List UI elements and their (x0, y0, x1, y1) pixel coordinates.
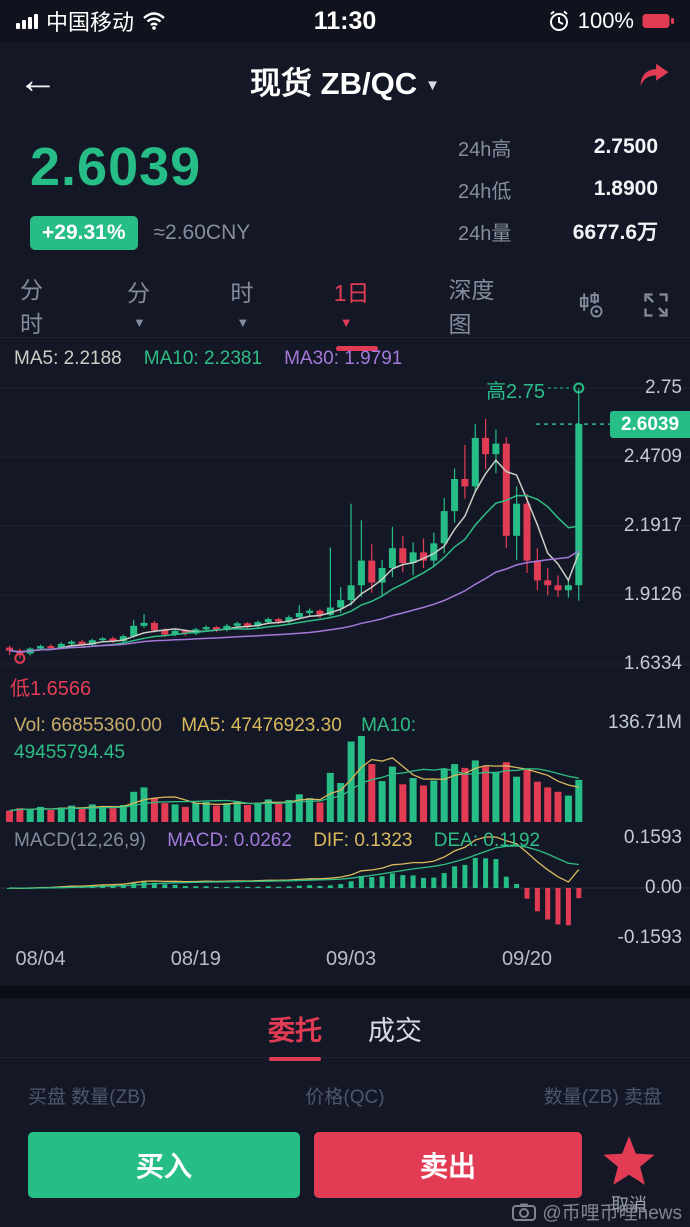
macd-chart[interactable] (0, 830, 690, 945)
tab-open-orders[interactable]: 委托 (268, 1009, 322, 1061)
y-axis-label: 2.1917 (623, 515, 682, 536)
active-tab-underline (269, 1057, 321, 1061)
change-badge: +29.31% (30, 216, 138, 250)
low-annotation: 低1.6566 (10, 678, 92, 700)
status-right: 100% (548, 8, 674, 34)
last-price: 2.6039 (30, 137, 202, 197)
volume-axis-max: 136.71M (608, 712, 682, 733)
watermark: @币哩币哩news (512, 1198, 682, 1225)
alarm-icon (549, 10, 568, 31)
stat-high: 24h高 2.7500 (458, 132, 658, 162)
chevron-down-icon: ▼ (339, 315, 353, 331)
main-candle-chart[interactable] (0, 378, 690, 704)
stat-label: 24h量 (458, 222, 512, 245)
y-axis-label: 1.9126 (623, 584, 682, 605)
vol-label: Vol: 66855360.00 (14, 715, 162, 736)
chevron-down-icon: ▼ (236, 315, 250, 331)
star-icon (603, 1136, 655, 1185)
indicator-settings-icon[interactable] (576, 291, 604, 319)
share-icon (640, 63, 669, 87)
macd-axis-label: -0.1593 (617, 927, 682, 948)
ma10-label: MA10: 2.2381 (143, 348, 263, 369)
symbol-selector[interactable]: 现货 ZB/QC ▼ (0, 58, 690, 103)
y-axis-label: 1.6334 (623, 653, 682, 674)
orderbook-header: 买盘 数量(ZB) 价格(QC) 数量(ZB) 卖盘 (0, 1082, 690, 1112)
ma-legend: MA5: 2.2188 MA10: 2.2381 MA30: 1.9791 (14, 348, 402, 370)
ma30-label: MA30: 1.9791 (284, 348, 403, 369)
col-ask-amount: 数量(ZB) 卖盘 (543, 1087, 662, 1108)
stat-value: 1.8900 (593, 177, 658, 200)
macd-title: MACD(12,26,9) (14, 830, 146, 851)
header: ← 现货 ZB/QC ▼ (0, 42, 690, 118)
status-bar: 中国移动 11:30 100% (0, 0, 690, 42)
stat-value: 2.7500 (593, 135, 658, 158)
back-button[interactable]: ← (18, 58, 58, 102)
fiat-approx: ≈2.60CNY (153, 221, 251, 244)
tab-hour[interactable]: 时▼ (230, 280, 254, 331)
page-title: 现货 ZB/QC (250, 65, 418, 101)
daily-stats: 24h高 2.7500 24h低 1.8900 24h量 6677.6万 (458, 132, 658, 258)
macd-value: MACD: 0.0262 (167, 830, 292, 851)
sell-button[interactable]: 卖出 (314, 1132, 582, 1198)
dif-value: DIF: 0.1323 (313, 830, 413, 851)
vol-ma10-label: MA10: (361, 715, 416, 736)
battery-percent: 100% (577, 8, 634, 33)
chevron-down-icon: ▼ (425, 76, 440, 94)
vol-ma5-label: MA5: 47476923.30 (181, 715, 342, 736)
dea-value: DEA: 0.1192 (433, 830, 541, 851)
volume-legend: Vol: 66855360.00 MA5: 47476923.30 MA10: … (14, 712, 534, 766)
tab-minute[interactable]: 分▼ (127, 280, 151, 331)
status-left: 中国移动 (16, 5, 166, 37)
fullscreen-icon[interactable] (642, 291, 670, 319)
clock-time: 11:30 (313, 6, 377, 35)
tab-trade-history[interactable]: 成交 (368, 1016, 422, 1046)
watermark-text: @币哩币哩news (542, 1203, 682, 1224)
ma5-label: MA5: 2.2188 (14, 348, 122, 369)
chevron-down-icon: ▼ (133, 315, 146, 331)
tab-1day[interactable]: 1日▼ (334, 274, 383, 351)
col-bid-amount: 买盘 数量(ZB) (28, 1087, 147, 1108)
stat-label: 24h低 (458, 180, 512, 203)
y-axis-label: 2.4709 (623, 446, 682, 467)
active-tab-underline (335, 346, 378, 351)
stat-label: 24h高 (458, 138, 512, 161)
carrier-label: 中国移动 (46, 10, 135, 35)
macd-axis-label: 0.00 (645, 877, 682, 898)
last-price-tag: 2.6039 (610, 411, 690, 438)
macd-legend: MACD(12,26,9) MACD: 0.0262 DIF: 0.1323 D… (14, 830, 556, 852)
stat-volume: 24h量 6677.6万 (458, 216, 658, 246)
high-annotation: 高2.75 (486, 381, 545, 403)
x-axis-label: 09/03 (326, 948, 377, 970)
cancel-button[interactable]: 取消 (611, 1195, 647, 1215)
favorite-widget[interactable]: 取消 (598, 1134, 660, 1217)
y-axis-label: 2.75 (645, 377, 682, 398)
macd-axis-label: 0.1593 (623, 827, 682, 848)
ticker-summary: 2.6039 +29.31% ≈2.60CNY 24h高 2.7500 24h低… (0, 118, 690, 270)
col-price: 价格(QC) (305, 1087, 385, 1108)
x-axis-label: 08/04 (15, 948, 66, 970)
battery-icon (642, 14, 674, 28)
tab-timeline[interactable]: 分时 (20, 276, 43, 337)
stat-value: 6677.6万 (572, 221, 658, 244)
interval-tab-bar: 分时 分▼ 时▼ 1日▼ 深度图 (0, 272, 690, 351)
tab-depth[interactable]: 深度图 (448, 276, 495, 337)
x-axis: 08/04 08/19 09/03 09/20 (0, 948, 690, 978)
x-axis-label: 08/19 (170, 948, 221, 970)
stat-low: 24h低 1.8900 (458, 174, 658, 204)
x-axis-label: 09/20 (501, 948, 553, 970)
wifi-icon (143, 12, 165, 30)
buy-button[interactable]: 买入 (28, 1132, 300, 1198)
signal-icon (16, 13, 38, 29)
share-button[interactable] (638, 62, 670, 95)
volume-chart[interactable] (0, 712, 690, 824)
section-divider (0, 986, 690, 998)
orders-tab-bar: 委托 成交 (0, 1000, 690, 1061)
vol-ma10-value: 49455794.45 (14, 742, 125, 763)
camera-icon (512, 1203, 537, 1221)
